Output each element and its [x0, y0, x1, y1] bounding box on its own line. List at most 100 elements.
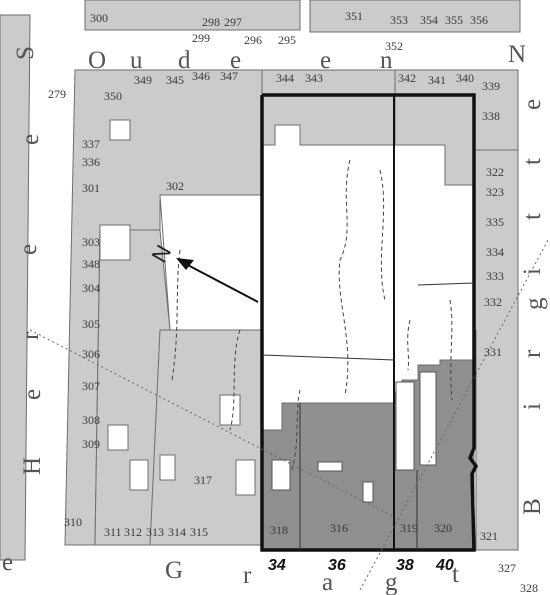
plot-inserts	[271, 371, 437, 503]
lot-number: 339	[482, 79, 500, 93]
lot-number: 350	[104, 89, 122, 103]
lot-number: 308	[82, 413, 100, 427]
street-letter: g	[521, 297, 548, 310]
street-letter: u	[130, 47, 143, 74]
street-letter: r	[243, 562, 252, 589]
plot-internal-line	[261, 354, 395, 361]
lot-number: 318	[270, 523, 288, 537]
street-letter: S	[12, 46, 39, 60]
street-letter: t	[452, 561, 459, 588]
lot-number: 342	[398, 71, 416, 85]
lot-number: 345	[166, 73, 184, 87]
lot-number: 351	[345, 9, 363, 23]
lot-number: 346	[192, 69, 210, 83]
lot-number: 307	[82, 379, 100, 393]
lot-number: 313	[146, 525, 164, 539]
lot-numbers: 300 298 297 299 296 295 351 353 354 355 356 352 279 3…	[0, 0, 538, 595]
lot-number: 306	[82, 347, 100, 361]
house-number: 36	[328, 557, 346, 574]
lot-number: 343	[305, 71, 323, 85]
lot-number: 330	[0, 0, 18, 3]
plot-internal-line	[417, 282, 475, 286]
lot-number: 305	[82, 317, 100, 331]
street-letter: d	[178, 47, 191, 74]
street-letter: B	[519, 498, 546, 515]
street-letter: n	[380, 47, 393, 74]
lot-number: 340	[456, 71, 474, 85]
dashed-contours	[171, 159, 453, 471]
lot-number: 347	[220, 69, 238, 83]
street-letter: e	[519, 99, 546, 110]
lot-number: 344	[276, 71, 294, 85]
lot-number: 323	[486, 185, 504, 199]
lot-number: 348	[82, 257, 100, 271]
lot-number: 300	[90, 11, 108, 25]
street-letter: G	[165, 557, 183, 584]
lot-number: 297	[224, 15, 242, 29]
lot-number: 312	[124, 525, 142, 539]
lot-number: 335	[486, 215, 504, 229]
lot-number: 322	[486, 165, 504, 179]
house-number: 40	[435, 557, 454, 574]
lot-number: 315	[190, 525, 208, 539]
house-number: 34	[268, 557, 286, 574]
street-letter: e	[230, 47, 241, 74]
lot-number: 352	[385, 39, 403, 53]
lot-number: 295	[278, 33, 296, 47]
street-letter: e	[15, 244, 42, 255]
house-number: 38	[396, 557, 414, 574]
street-letter: g	[385, 569, 398, 595]
street-brigitte: e t t i g r i B	[519, 99, 548, 515]
lot-number: 317	[194, 473, 212, 487]
lot-number: 329	[0, 0, 18, 3]
house-numbers: 34 36 38 40	[268, 557, 454, 574]
lot-number: 310	[64, 515, 82, 529]
street-letter: r	[519, 349, 546, 358]
lot-number: 328	[520, 581, 538, 595]
lot-number: 279	[48, 87, 66, 101]
lot-number: 320	[434, 521, 452, 535]
lot-number: 303	[82, 235, 100, 249]
lot-number: 311	[104, 525, 122, 539]
lot-number: 327	[498, 561, 516, 575]
street-heren: Se e r e He	[2, 46, 46, 576]
street-letter: i	[519, 268, 546, 275]
lot-number: 298	[202, 15, 220, 29]
lot-number: 353	[390, 13, 408, 27]
street-letter: r	[17, 331, 44, 340]
lot-number: 356	[470, 13, 488, 27]
lot-number: 334	[486, 245, 504, 259]
lot-number: 299	[192, 31, 210, 45]
street-letter: N	[508, 41, 526, 68]
street-letter: e	[320, 47, 331, 74]
lot-number: 336	[82, 155, 100, 169]
lot-number: 314	[168, 525, 186, 539]
lot-number: 332	[484, 295, 502, 309]
lot-number: 301	[82, 181, 100, 195]
lot-number: 349	[134, 73, 152, 87]
lot-number: 341	[428, 73, 446, 87]
street-letter: t	[519, 213, 546, 220]
street-letter: i	[519, 403, 546, 410]
street-letter: e	[2, 549, 13, 576]
lot-number: 355	[445, 13, 463, 27]
lot-number: 338	[482, 109, 500, 123]
lot-number: 333	[486, 269, 504, 283]
dotted-diagonals	[29, 239, 549, 591]
street-letter: e	[19, 389, 46, 400]
lot-number: 309	[82, 437, 100, 451]
lot-number: 319	[400, 521, 418, 535]
plot-outline	[260, 93, 479, 552]
street-letter: t	[519, 158, 546, 165]
street-letter: e	[17, 134, 44, 145]
lot-number: 316	[330, 521, 348, 535]
lot-number: 337	[82, 137, 100, 151]
lot-number: 321	[480, 529, 498, 543]
street-letter: a	[322, 569, 333, 595]
lot-number: 302	[166, 179, 184, 193]
lot-number: 304	[82, 281, 100, 295]
lot-number: 354	[420, 13, 438, 27]
